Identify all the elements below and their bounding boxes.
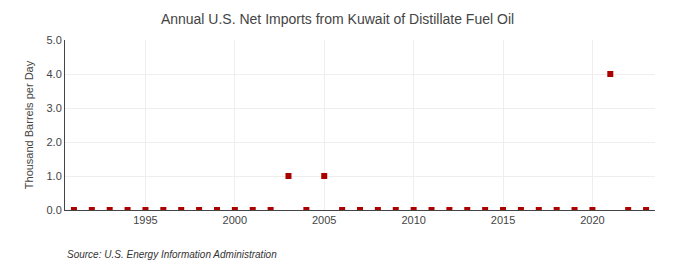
svg-text:2020: 2020: [580, 214, 604, 226]
svg-text:3.0: 3.0: [47, 102, 62, 114]
svg-text:2015: 2015: [491, 214, 515, 226]
svg-text:4.0: 4.0: [47, 68, 62, 80]
svg-text:Source: U.S. Energy Informatio: Source: U.S. Energy Information Administ…: [67, 249, 277, 260]
svg-text:5.0: 5.0: [47, 34, 62, 46]
svg-text:2005: 2005: [312, 214, 336, 226]
svg-text:Annual U.S. Net Imports from K: Annual U.S. Net Imports from Kuwait of D…: [161, 11, 514, 27]
svg-text:2.0: 2.0: [47, 136, 62, 148]
svg-text:Thousand Barrels per Day: Thousand Barrels per Day: [23, 60, 35, 189]
svg-text:2010: 2010: [401, 214, 425, 226]
svg-text:2000: 2000: [223, 214, 247, 226]
svg-text:0.0: 0.0: [47, 204, 62, 216]
svg-text:1995: 1995: [133, 214, 157, 226]
svg-text:1.0: 1.0: [47, 170, 62, 182]
